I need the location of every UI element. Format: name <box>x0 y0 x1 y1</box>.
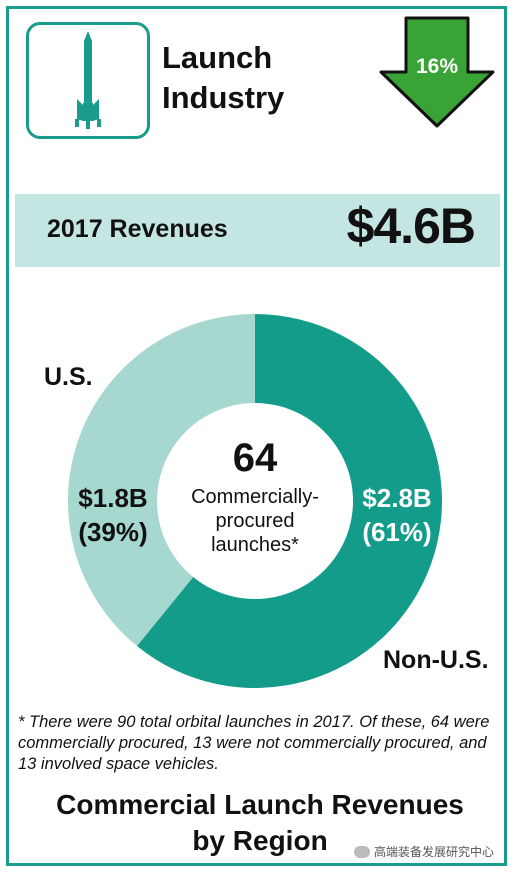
slice-value-non-us-percent: (61%) <box>362 517 432 547</box>
chart-title-line-2: by Region <box>192 825 328 856</box>
chart-title: Commercial Launch Revenues by Region <box>20 787 500 859</box>
revenue-value: $4.6B <box>346 198 476 254</box>
center-text-line-1: Commercially- <box>191 486 319 508</box>
slice-name-non-us: Non-U.S. <box>383 646 489 674</box>
change-badge: 16% <box>416 55 458 78</box>
rocket-icon <box>75 31 101 129</box>
title-line-2: Industry <box>162 80 285 115</box>
revenue-band <box>15 194 500 267</box>
slice-value-us-amount: $1.8B <box>78 483 148 513</box>
down-arrow-icon: 16% <box>379 16 495 128</box>
center-value: 64 <box>232 436 278 480</box>
center-text: Commercially- procured launches* <box>170 485 340 557</box>
title-line-1: Launch <box>162 40 273 75</box>
center-text-line-3: launches* <box>211 534 299 556</box>
slice-value-non-us: $2.8B (61%) <box>352 481 442 549</box>
footnote: * There were 90 total orbital launches i… <box>18 713 490 773</box>
chart-title-line-1: Commercial Launch Revenues <box>56 789 464 820</box>
rocket-icon-box <box>26 22 150 139</box>
slice-value-non-us-amount: $2.8B <box>362 483 432 513</box>
watermark: 高端装备发展研究中心 <box>354 843 494 860</box>
slice-value-us: $1.8B (39%) <box>68 481 158 549</box>
wechat-icon <box>354 845 370 858</box>
revenue-label: 2017 Revenues <box>47 215 228 243</box>
slice-value-us-percent: (39%) <box>78 517 148 547</box>
watermark-text: 高端装备发展研究中心 <box>374 845 495 859</box>
page-title: Launch Industry <box>162 38 284 118</box>
center-text-line-2: procured <box>215 510 295 532</box>
slice-name-us: U.S. <box>44 363 93 391</box>
